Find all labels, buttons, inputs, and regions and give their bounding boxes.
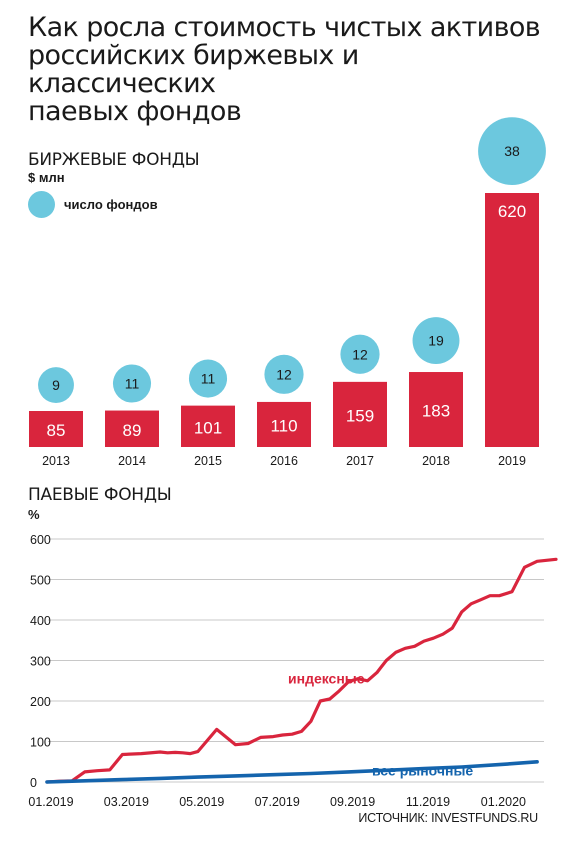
mutual-line-chart: 0 100 200 300 400 500 600 01.2019 03.2019 05.2019… — [0, 470, 568, 810]
etf-year-tick-label: 2015 — [194, 454, 222, 468]
etf-bar-value-label: 159 — [346, 406, 374, 425]
y-tick-label: 0 — [30, 776, 37, 790]
x-tick-label: 07.2019 — [255, 795, 300, 809]
source-note: ИСТОЧНИК: INVESTFUNDS.RU — [358, 811, 538, 825]
etf-year-tick-label: 2013 — [42, 454, 70, 468]
fund-count-label: 9 — [52, 377, 60, 393]
fund-count-label: 11 — [125, 375, 140, 391]
etf-bar-value-label: 110 — [270, 416, 297, 435]
etf-bar-value-label: 89 — [123, 421, 142, 440]
x-tick-label: 05.2019 — [179, 795, 224, 809]
etf-bar-2019 — [485, 193, 539, 447]
etf-year-tick-label: 2016 — [270, 454, 298, 468]
x-tick-label: 03.2019 — [104, 795, 149, 809]
y-tick-label: 500 — [30, 574, 51, 588]
x-tick-label: 11.2019 — [406, 795, 450, 809]
y-tick-label: 100 — [30, 736, 51, 750]
etf-year-tick-label: 2018 — [422, 454, 450, 468]
y-tick-label: 400 — [30, 614, 51, 628]
series-label-all-market: все рыночные — [372, 763, 473, 779]
x-tick-label: 01.2019 — [28, 795, 73, 809]
x-tick-label: 01.2020 — [481, 795, 526, 809]
y-tick-label: 300 — [30, 655, 51, 669]
fund-count-label: 12 — [276, 366, 292, 382]
etf-bar-value-label: 183 — [422, 402, 450, 421]
series-label-index: индексные — [288, 671, 365, 687]
etf-bar-value-label: 620 — [498, 202, 526, 221]
fund-count-label: 11 — [201, 371, 216, 387]
etf-bar-chart: 85 2013 9 89 2014 11 101 2015 11 110 2016 12 159 2017… — [0, 0, 568, 470]
y-tick-label: 600 — [30, 533, 51, 547]
fund-count-label: 38 — [504, 143, 520, 159]
y-tick-label: 200 — [30, 695, 51, 709]
fund-count-label: 12 — [352, 346, 368, 362]
x-tick-label: 09.2019 — [330, 795, 375, 809]
etf-year-tick-label: 2017 — [346, 454, 374, 468]
etf-year-tick-label: 2014 — [118, 454, 146, 468]
etf-bar-value-label: 85 — [47, 421, 66, 440]
etf-year-tick-label: 2019 — [498, 454, 526, 468]
etf-bar-value-label: 101 — [194, 418, 222, 437]
fund-count-label: 19 — [428, 333, 444, 349]
